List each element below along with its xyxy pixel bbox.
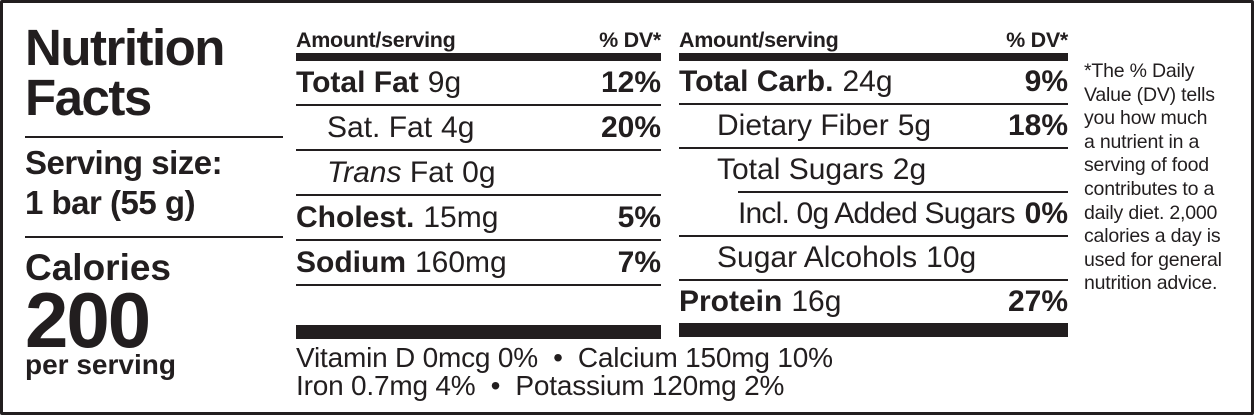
thick-rule	[296, 325, 661, 339]
left-panel: Nutrition Facts Serving size: 1 bar (55 …	[25, 19, 283, 379]
thick-rule	[679, 323, 1068, 337]
divider	[25, 236, 283, 238]
nutrient-dv: 7%	[617, 245, 661, 279]
nutrient-column-2: Amount/serving % DV* Total Carb. 24g 9% D…	[679, 25, 1068, 337]
column-header: Amount/serving % DV*	[679, 25, 1068, 53]
nutrient-name: Incl. 0g Added Sugars	[738, 197, 1016, 230]
nutrient-amount: 24g	[842, 65, 893, 98]
nutrient-amount: 0g	[462, 155, 496, 189]
nutrient-column-1: Amount/serving % DV* Total Fat 9g 12% Sat…	[296, 25, 661, 339]
nutrient-amount: 2g	[892, 153, 927, 186]
nutrient-row-total-sugars: Total Sugars 2g	[679, 149, 1068, 191]
micronutrient-line-2: Iron 0.7mg 4% • Potassium 120mg 2%	[296, 370, 785, 401]
divider	[679, 103, 1068, 105]
nutrient-name: Protein	[679, 285, 783, 318]
nutrient-amount: 10g	[926, 241, 977, 274]
serving-size-block: Serving size: 1 bar (55 g)	[25, 143, 283, 223]
nutrient-name: Total Fat	[296, 65, 419, 99]
nutrient-name: Total Sugars	[717, 153, 884, 186]
micronutrient-line-1: Vitamin D 0mcg 0% • Calcium 150mg 10%	[296, 342, 833, 373]
nutrient-name: Cholest.	[296, 200, 415, 234]
calories-value: 200	[25, 276, 151, 364]
nutrient-amount: 15mg	[423, 200, 499, 234]
amount-per-serving-header: Amount/serving	[679, 28, 839, 52]
divider	[296, 284, 661, 286]
nutrient-name: Sugar Alcohols	[717, 241, 918, 274]
nutrient-name: Dietary Fiber	[717, 109, 889, 142]
nutrient-dv: 0%	[1024, 197, 1068, 230]
nutrient-dv: 12%	[600, 65, 661, 99]
percent-dv-header: % DV*	[1006, 28, 1068, 52]
nutrient-dv: 27%	[1007, 285, 1068, 318]
divider	[296, 149, 661, 151]
divider	[679, 235, 1068, 237]
nutrient-amount: 9g	[427, 65, 462, 99]
percent-dv-header: % DV*	[599, 28, 661, 52]
nutrient-row-trans-fat: Trans Fat 0g	[296, 151, 661, 194]
nutrient-amount: 16g	[791, 285, 842, 318]
nutrient-dv: 20%	[600, 110, 661, 144]
nutrient-amount: 5g	[897, 109, 932, 142]
nutrient-dv: 9%	[1024, 65, 1068, 98]
nutrient-row-sodium: Sodium 160mg 7%	[296, 241, 661, 284]
page-title: Nutrition Facts	[25, 19, 283, 126]
calories-block: Calories 200 per serving	[25, 247, 283, 379]
spacer	[296, 286, 661, 325]
nutrient-name-italic: Trans	[327, 155, 402, 189]
nutrient-name: Fat	[409, 155, 454, 189]
calories-per-serving: per serving	[25, 349, 176, 380]
thick-rule	[679, 53, 1068, 61]
column-header: Amount/serving % DV*	[296, 25, 661, 53]
nutrient-row-protein: Protein 16g 27%	[679, 281, 1068, 323]
nutrient-row-sat-fat: Sat. Fat 4g 20%	[296, 106, 661, 149]
divider	[25, 136, 283, 138]
divider-indented	[738, 191, 1068, 193]
nutrient-amount: 4g	[441, 110, 475, 144]
serving-size-value: 1 bar (55 g)	[25, 184, 196, 221]
nutrient-row-total-fat: Total Fat 9g 12%	[296, 61, 661, 104]
nutrient-name: Total Carb.	[679, 65, 834, 98]
nutrient-amount: 160mg	[415, 245, 507, 279]
nutrient-name: Sodium	[296, 245, 406, 279]
thick-rule	[296, 53, 661, 61]
nutrient-row-total-carb: Total Carb. 24g 9%	[679, 61, 1068, 103]
divider	[296, 194, 661, 196]
divider	[679, 147, 1068, 149]
amount-per-serving-header: Amount/serving	[296, 28, 456, 52]
nutrient-row-cholesterol: Cholest. 15mg 5%	[296, 196, 661, 239]
title-line-1: Nutrition	[25, 19, 225, 76]
title-line-2: Facts	[25, 69, 152, 126]
daily-value-footnote: *The % Daily Value (DV) tells you how mu…	[1084, 60, 1222, 295]
nutrient-dv: 5%	[617, 200, 661, 234]
calories-label: Calories	[25, 247, 172, 288]
micronutrients: Vitamin D 0mcg 0% • Calcium 150mg 10% Ir…	[296, 344, 833, 400]
divider	[296, 239, 661, 241]
nutrient-row-added-sugars: Incl. 0g Added Sugars 0%	[679, 193, 1068, 235]
nutrient-name: Sat. Fat	[327, 110, 433, 144]
nutrient-row-dietary-fiber: Dietary Fiber 5g 18%	[679, 105, 1068, 147]
serving-size-label: Serving size:	[25, 144, 223, 181]
nutrient-dv: 18%	[1007, 109, 1068, 142]
divider	[679, 279, 1068, 281]
divider	[296, 104, 661, 106]
nutrient-row-sugar-alcohols: Sugar Alcohols 10g	[679, 237, 1068, 279]
